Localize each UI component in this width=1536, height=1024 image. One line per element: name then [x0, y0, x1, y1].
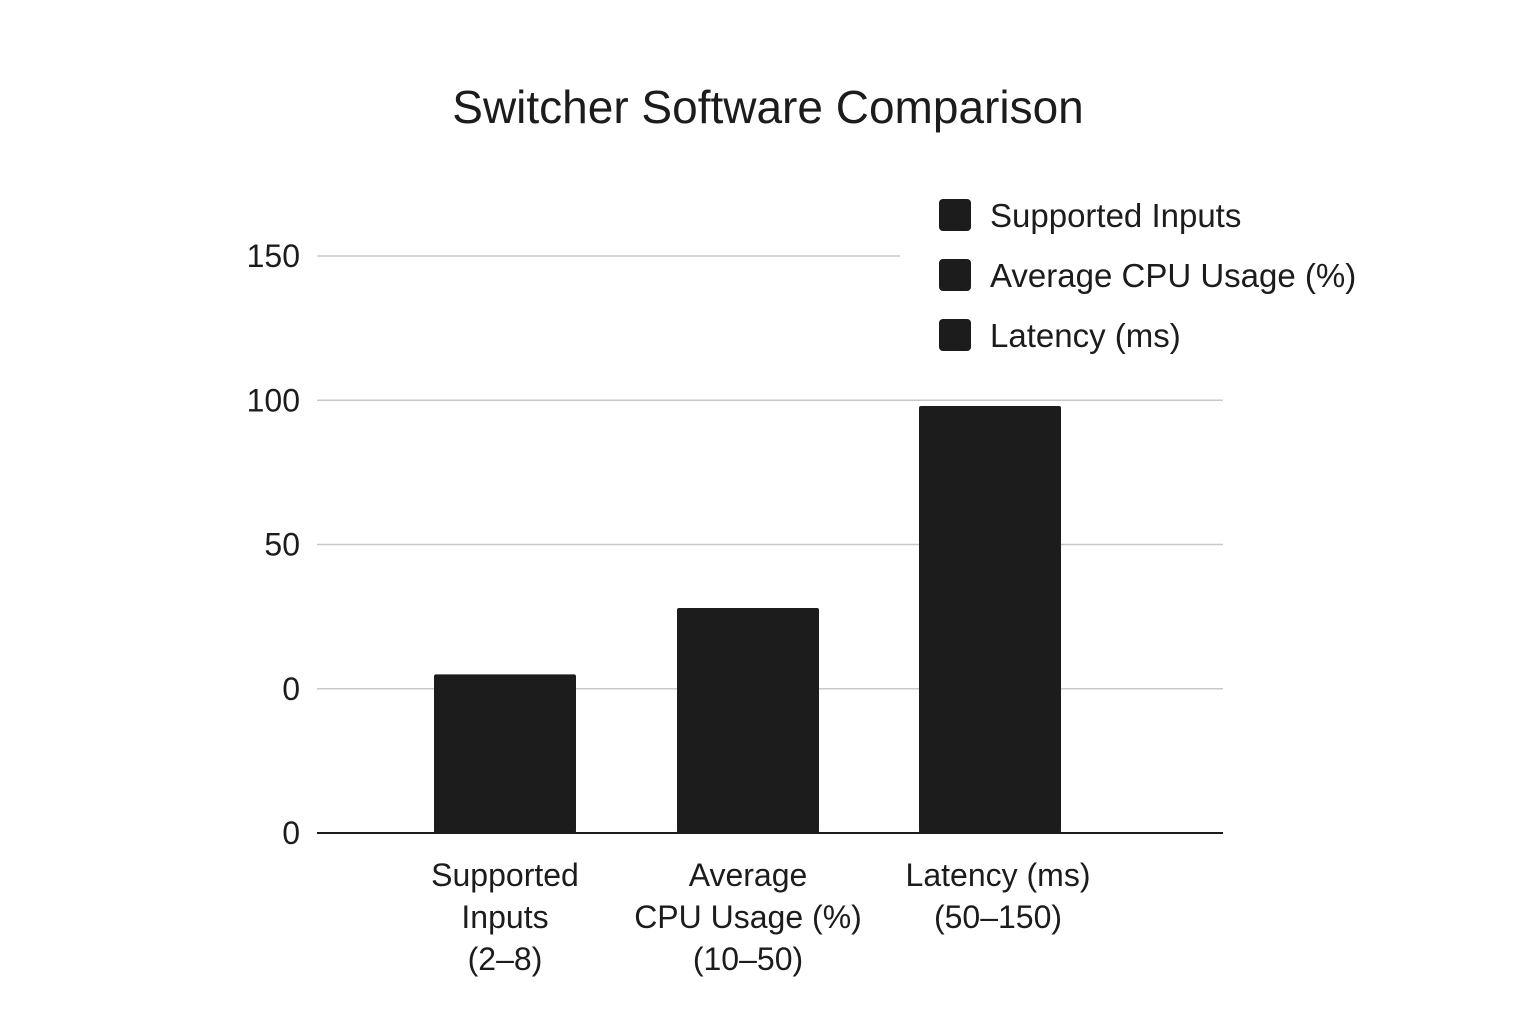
chart-title: Switcher Software Comparison	[452, 81, 1083, 133]
x-category-label: Supported Inputs (2–8)	[431, 857, 579, 977]
legend-swatch	[939, 259, 971, 291]
legend: Supported Inputs Average CPU Usage (%) Lat…	[939, 197, 1356, 354]
legend-swatch	[939, 199, 971, 231]
bars	[434, 406, 1061, 833]
x-category-label: Average CPU Usage (%) (10–50)	[634, 857, 862, 977]
y-tick-label: 150	[247, 238, 300, 274]
y-tick-label: 0	[282, 815, 300, 851]
y-tick-label: 50	[264, 527, 300, 563]
bar	[677, 607, 819, 833]
bar	[434, 674, 576, 833]
bar	[919, 406, 1061, 833]
legend-label: Latency (ms)	[990, 317, 1181, 354]
legend-swatch	[939, 319, 971, 351]
x-axis-categories: Supported Inputs (2–8) Average CPU Usage (%)…	[431, 857, 1090, 977]
y-axis-ticks: 0 0 50 100 150	[247, 238, 300, 851]
x-category-label: Latency (ms) (50–150)	[906, 857, 1091, 935]
legend-label: Average CPU Usage (%)	[990, 257, 1356, 294]
legend-label: Supported Inputs	[990, 197, 1241, 234]
y-tick-label: 100	[247, 382, 300, 418]
y-tick-label: 0	[282, 671, 300, 707]
